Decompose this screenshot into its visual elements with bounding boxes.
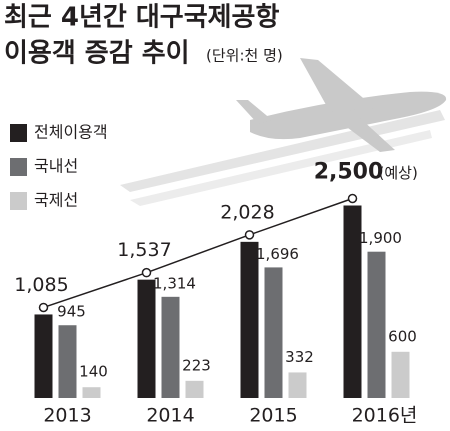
- legend-swatch: [10, 192, 27, 210]
- value-label: 1,900: [359, 229, 402, 247]
- total-point: [141, 267, 152, 278]
- bar: [161, 296, 180, 398]
- total-point: [244, 230, 255, 240]
- total-point: [347, 193, 358, 204]
- legend-label: 전체이용객: [34, 123, 108, 142]
- bar: [264, 267, 283, 398]
- value-label: 1,314: [153, 274, 196, 292]
- total-label: 1,085: [14, 274, 68, 296]
- total-label: 2,028: [220, 201, 274, 223]
- legend-swatch: [10, 124, 27, 142]
- bar: [391, 351, 410, 398]
- value-label: 1,696: [256, 245, 299, 263]
- value-label: 600: [388, 327, 417, 345]
- bar: [34, 314, 53, 398]
- x-tick-label: 2014: [146, 405, 194, 427]
- bar: [367, 251, 386, 398]
- total-point: [38, 302, 49, 313]
- x-tick-label: 2016년: [352, 405, 418, 427]
- bar: [240, 241, 259, 398]
- total-label: 1,537: [117, 239, 171, 261]
- bar: [185, 380, 204, 398]
- total-line: [43, 197, 353, 309]
- total-label: 2,500: [314, 160, 384, 185]
- unit-note: (단위:천 명): [206, 47, 283, 65]
- airplane: [120, 58, 447, 206]
- bar: [82, 387, 101, 398]
- chart-title: 최근 4년간 대구국제공항: [4, 3, 279, 33]
- x-tick-label: 2013: [43, 405, 91, 427]
- bar: [343, 205, 362, 398]
- bar: [58, 325, 77, 398]
- bar: [288, 372, 307, 398]
- value-label: 223: [182, 356, 211, 374]
- legend-swatch: [10, 158, 27, 176]
- value-label: 140: [79, 363, 108, 381]
- x-tick-label: 2015: [249, 405, 297, 427]
- bar: [137, 279, 156, 398]
- chart-title: 이용객 증감 추이: [4, 39, 190, 69]
- value-label: 945: [57, 303, 86, 321]
- legend-label: 국제선: [34, 191, 78, 210]
- value-label: 332: [285, 348, 314, 366]
- legend-label: 국내선: [34, 157, 78, 176]
- annotation: (예상): [379, 164, 418, 182]
